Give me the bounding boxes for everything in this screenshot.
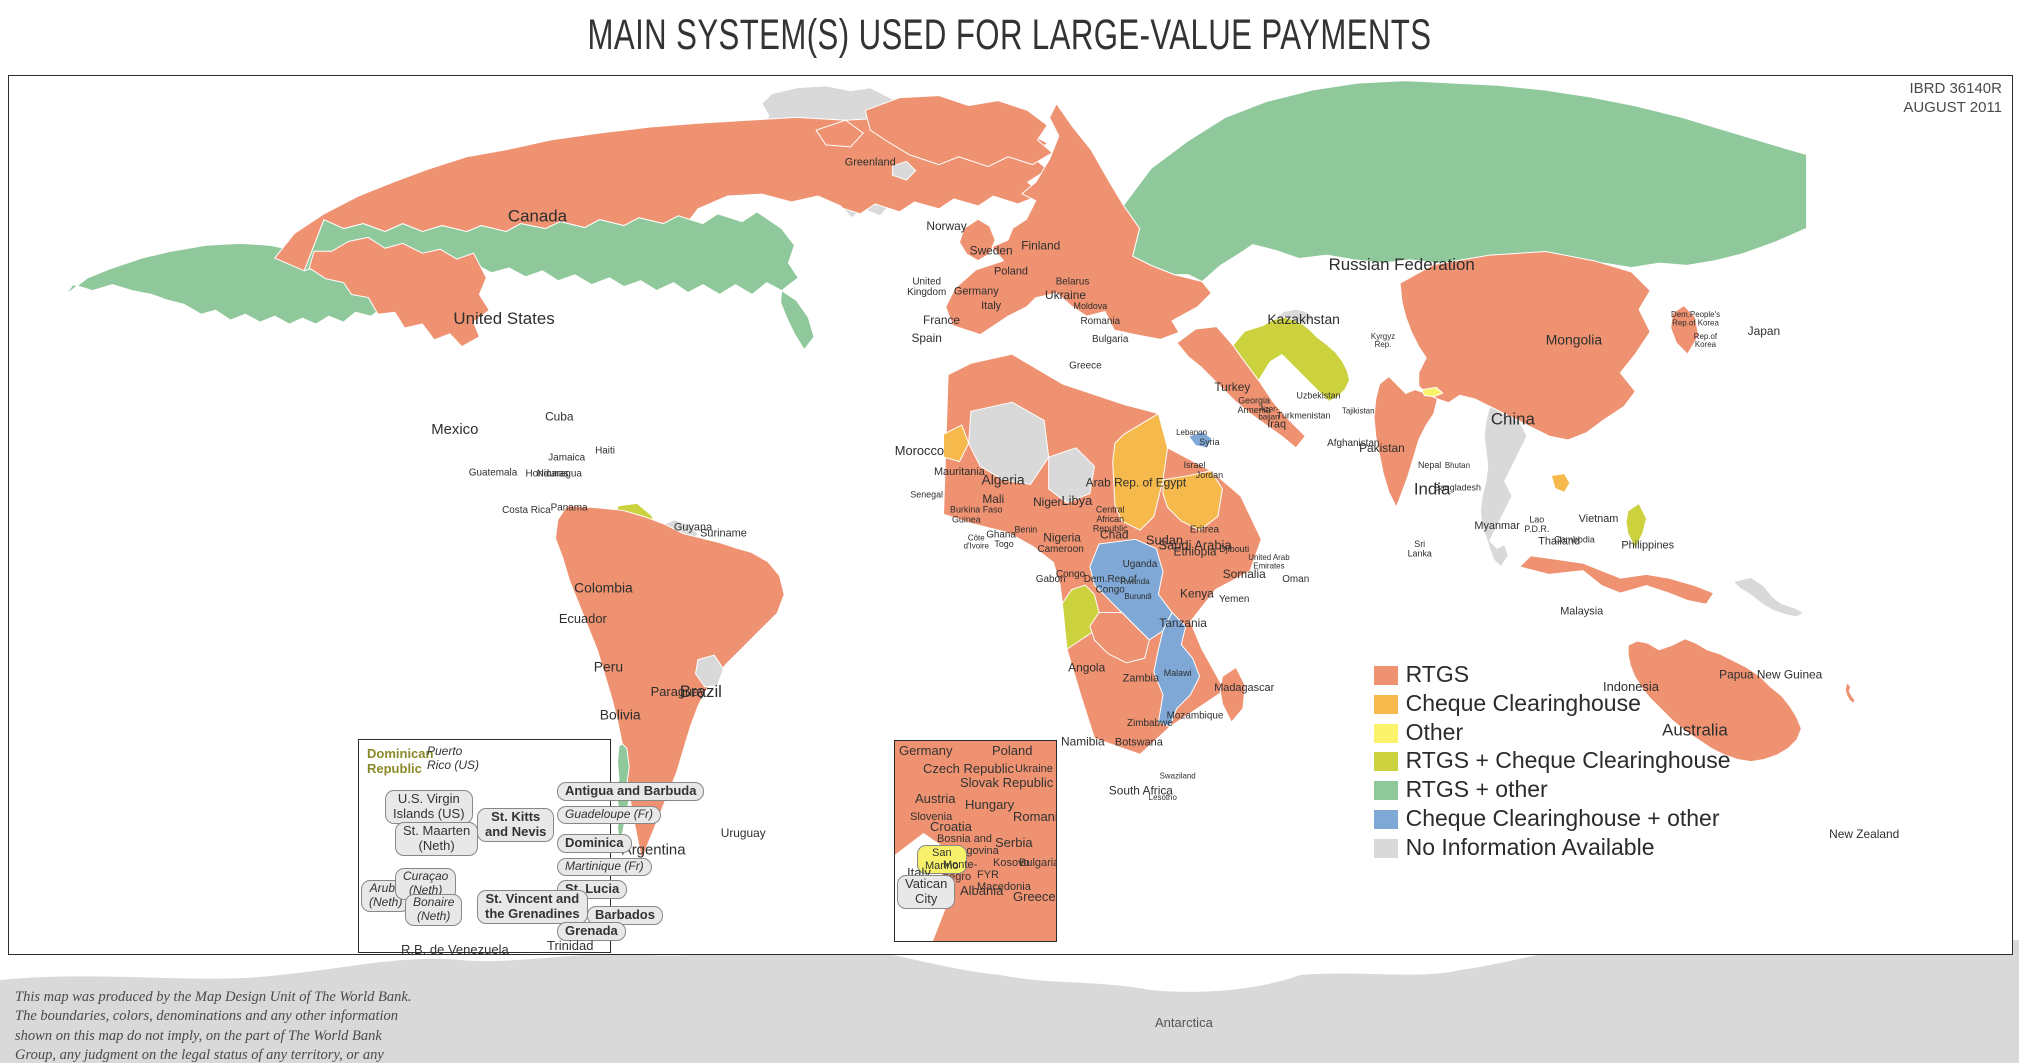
svg-text:Russian Federation: Russian Federation [1329,255,1475,274]
svg-text:Greece: Greece [1069,361,1102,372]
svg-text:Cuba: Cuba [545,410,574,424]
svg-text:Bulgaria: Bulgaria [1092,334,1129,345]
svg-text:Ethiopia: Ethiopia [1174,544,1217,558]
svg-text:Germany: Germany [954,285,999,297]
svg-text:Philippines: Philippines [1621,539,1674,551]
svg-text:Bhutan: Bhutan [1445,461,1470,470]
svg-text:Moldova: Moldova [1074,301,1108,311]
svg-text:Turkey: Turkey [1214,380,1250,394]
svg-text:Algeria: Algeria [981,471,1024,487]
svg-text:Tajikistan: Tajikistan [1342,406,1375,415]
svg-text:Nicaragua: Nicaragua [537,468,583,479]
svg-text:Poland: Poland [994,265,1028,277]
svg-text:Lebanon: Lebanon [1176,428,1207,437]
svg-text:Kenya: Kenya [1180,587,1214,601]
svg-text:Zimbabwe: Zimbabwe [1127,718,1173,729]
svg-text:Afghanistan: Afghanistan [1327,438,1379,449]
svg-text:Papua New Guinea: Papua New Guinea [1719,667,1823,681]
svg-text:Australia: Australia [1662,720,1728,739]
svg-text:Senegal: Senegal [910,490,943,500]
svg-text:Myanmar: Myanmar [1474,520,1520,532]
svg-text:Spain: Spain [911,331,941,345]
svg-text:Canada: Canada [508,207,568,226]
svg-text:Tanzania: Tanzania [1159,616,1207,630]
svg-text:Costa Rica: Costa Rica [502,505,551,516]
svg-text:Swaziland: Swaziland [1160,771,1196,780]
svg-text:Romania: Romania [1080,316,1120,327]
svg-text:China: China [1491,409,1536,428]
svg-text:Belarus: Belarus [1056,276,1090,287]
svg-text:Nepal: Nepal [1418,460,1441,470]
svg-text:Israel: Israel [1184,460,1206,470]
svg-text:Suriname: Suriname [700,528,747,540]
svg-text:Arab Rep. of Egypt: Arab Rep. of Egypt [1086,475,1187,489]
svg-text:Bangladesh: Bangladesh [1434,483,1481,493]
svg-text:France: France [923,313,960,327]
svg-text:Mongolia: Mongolia [1546,332,1603,348]
svg-text:Paraguay: Paraguay [651,684,707,699]
svg-text:Bolivia: Bolivia [600,707,641,723]
svg-text:Peru: Peru [594,658,623,674]
svg-text:Nigeria: Nigeria [1043,531,1081,545]
svg-text:Haiti: Haiti [595,446,615,457]
svg-text:Morocco: Morocco [895,443,944,458]
svg-text:Uruguay: Uruguay [721,826,766,840]
svg-text:Guinea: Guinea [952,514,981,524]
svg-text:Lesotho: Lesotho [1149,793,1178,802]
svg-text:Finland: Finland [1021,239,1060,253]
svg-text:New Zealand: New Zealand [1829,827,1899,841]
svg-text:Uzbekistan: Uzbekistan [1297,390,1341,400]
svg-text:Italy: Italy [981,300,1002,312]
svg-text:Ukraine: Ukraine [1045,288,1086,302]
svg-text:Colombia: Colombia [574,580,633,596]
svg-text:Guatemala: Guatemala [469,467,518,478]
svg-text:Malawi: Malawi [1164,668,1192,678]
svg-text:Cameroon: Cameroon [1037,544,1083,555]
svg-text:Japan: Japan [1748,324,1780,338]
svg-text:SriLanka: Sri Lanka [1408,539,1432,558]
svg-text:Mauritania: Mauritania [934,466,986,478]
svg-text:Panama: Panama [551,503,588,514]
svg-text:Madagascar: Madagascar [1214,682,1274,694]
svg-text:Syria: Syria [1199,437,1219,447]
svg-text:Mozambique: Mozambique [1167,711,1224,722]
svg-text:Malaysia: Malaysia [1560,605,1604,617]
svg-text:Turkmenistan: Turkmenistan [1277,410,1331,420]
svg-text:Libya: Libya [1061,493,1093,508]
svg-text:Sweden: Sweden [970,244,1013,258]
svg-text:Botswana: Botswana [1115,736,1164,748]
svg-text:Greenland: Greenland [845,156,896,168]
svg-text:Namibia: Namibia [1061,734,1105,748]
svg-text:Cambodia: Cambodia [1554,534,1595,544]
svg-text:Rwanda: Rwanda [1120,577,1150,586]
svg-text:Congo: Congo [1056,569,1086,580]
svg-text:Mexico: Mexico [431,422,478,438]
svg-text:Ecuador: Ecuador [559,611,608,626]
svg-text:Benin: Benin [1014,524,1037,534]
svg-text:Jamaica: Jamaica [548,453,585,464]
svg-text:Eritrea: Eritrea [1190,524,1220,535]
svg-text:Norway: Norway [926,219,966,233]
svg-text:Kazakhstan: Kazakhstan [1267,311,1340,327]
svg-text:Vietnam: Vietnam [1579,513,1619,525]
svg-text:Oman: Oman [1282,574,1309,585]
svg-text:Jordan: Jordan [1196,470,1223,480]
svg-text:Zambia: Zambia [1123,672,1160,684]
svg-text:United States: United States [453,309,554,328]
svg-text:Togo: Togo [994,539,1013,549]
svg-text:Burundi: Burundi [1124,592,1152,601]
svg-text:Niger: Niger [1033,495,1061,509]
svg-text:Angola: Angola [1068,660,1105,674]
svg-text:UnitedKingdom: United Kingdom [907,276,946,297]
svg-text:Burkina Faso: Burkina Faso [950,505,1003,515]
svg-text:Djibouti: Djibouti [1219,544,1249,554]
svg-text:Uganda: Uganda [1123,559,1158,570]
svg-text:Yemen: Yemen [1219,594,1249,605]
